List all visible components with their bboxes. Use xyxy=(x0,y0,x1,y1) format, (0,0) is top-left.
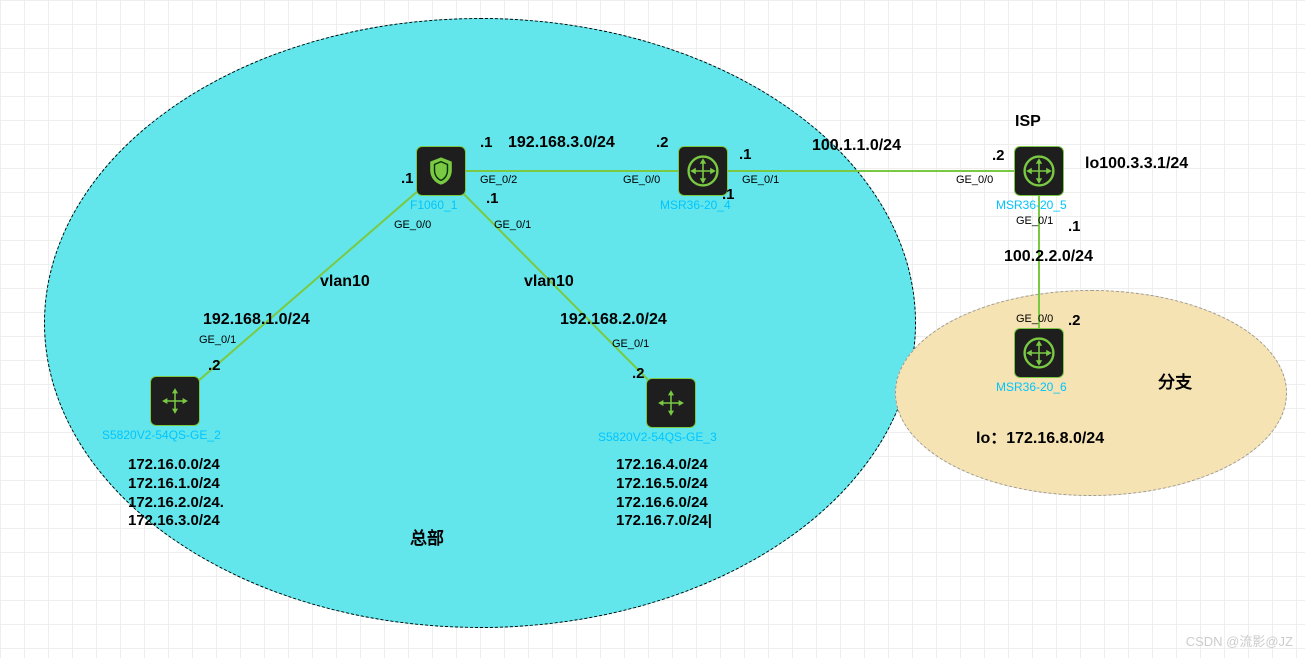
device-switch-s5820-2[interactable] xyxy=(150,376,200,426)
subnet-line: 172.16.0.0/24 xyxy=(128,456,224,475)
label-dot2_r6_t: .2 xyxy=(1068,312,1081,329)
device-router-msr36-20-5[interactable] xyxy=(1014,146,1064,196)
label-net_r5_r6: 100.2.2.0/24 xyxy=(1004,248,1093,266)
subnet-line: 172.16.1.0/24 xyxy=(128,475,224,494)
label-dot1_fw_top: .1 xyxy=(480,134,493,151)
label-ge01_r5: GE_0/1 xyxy=(1016,215,1053,227)
label-net_fw_sw2: 192.168.1.0/24 xyxy=(203,311,310,329)
caption-sw2: S5820V2-54QS-GE_2 xyxy=(102,428,221,442)
subnets-sw3: 172.16.4.0/24172.16.5.0/24172.16.6.0/241… xyxy=(616,456,712,531)
caption-f1060: F1060_1 xyxy=(410,198,457,212)
device-router-msr36-20-4[interactable] xyxy=(678,146,728,196)
label-ge01_sw3: GE_0/1 xyxy=(612,338,649,350)
device-router-msr36-20-6[interactable] xyxy=(1014,328,1064,378)
caption-msr6: MSR36-20_6 xyxy=(996,380,1067,394)
caption-msr5: MSR36-20_5 xyxy=(996,198,1067,212)
label-ge00_r4: GE_0/0 xyxy=(623,174,660,186)
label-dot1_fw_r: .1 xyxy=(486,190,499,207)
label-branch_label: 分支 xyxy=(1158,368,1192,393)
label-ge01_r4: GE_0/1 xyxy=(742,174,779,186)
subnet-line: 172.16.2.0/24. xyxy=(128,494,224,513)
label-net_r4_r5: 100.1.1.0/24 xyxy=(812,137,901,155)
label-dot2_sw2: .2 xyxy=(208,357,221,374)
label-dot1_fw_l: .1 xyxy=(401,170,414,187)
subnet-line: 172.16.5.0/24 xyxy=(616,475,712,494)
label-ge02_fw: GE_0/2 xyxy=(480,174,517,186)
label-net_fw_sw3: 192.168.2.0/24 xyxy=(560,311,667,329)
label-isp: ISP xyxy=(1015,113,1041,131)
watermark: CSDN @流影@JZ xyxy=(1186,631,1293,650)
label-lo_r5: lo100.3.3.1/24 xyxy=(1085,155,1188,173)
label-dot1_r5_b: .1 xyxy=(1068,218,1081,235)
label-ge01_fw: GE_0/1 xyxy=(494,219,531,231)
label-dot1_r4_r: .1 xyxy=(739,146,752,163)
label-vlan_r: vlan10 xyxy=(524,273,574,291)
subnet-line: 172.16.3.0/24 xyxy=(128,512,224,531)
label-dot1_r4_b: .1 xyxy=(722,186,735,203)
diagram-canvas: F1060_1 MSR36-20_4 MSR36-20_5 MSR36-20_6… xyxy=(0,0,1305,658)
device-firewall-f1060[interactable] xyxy=(416,146,466,196)
label-lo_r6: lo：172.16.8.0/24 xyxy=(976,424,1104,448)
label-net_fw_r4: 192.168.3.0/24 xyxy=(508,134,615,152)
label-dot2_sw3: .2 xyxy=(632,365,645,382)
label-dot2_r5_l: .2 xyxy=(992,147,1005,164)
label-vlan_l: vlan10 xyxy=(320,273,370,291)
caption-msr4: MSR36-20_4 xyxy=(660,198,731,212)
label-hq_label: 总部 xyxy=(410,524,444,549)
device-switch-s5820-3[interactable] xyxy=(646,378,696,428)
subnet-line: 172.16.7.0/24| xyxy=(616,512,712,531)
label-ge01_sw2: GE_0/1 xyxy=(199,334,236,346)
subnets-sw2: 172.16.0.0/24172.16.1.0/24172.16.2.0/24.… xyxy=(128,456,224,531)
label-ge00_r5: GE_0/0 xyxy=(956,174,993,186)
label-dot2_r4_l: .2 xyxy=(656,134,669,151)
label-ge00_r6: GE_0/0 xyxy=(1016,313,1053,325)
links-layer xyxy=(0,0,1305,658)
label-ge00_fw: GE_0/0 xyxy=(394,219,431,231)
caption-sw3: S5820V2-54QS-GE_3 xyxy=(598,430,717,444)
subnet-line: 172.16.4.0/24 xyxy=(616,456,712,475)
subnet-line: 172.16.6.0/24 xyxy=(616,494,712,513)
